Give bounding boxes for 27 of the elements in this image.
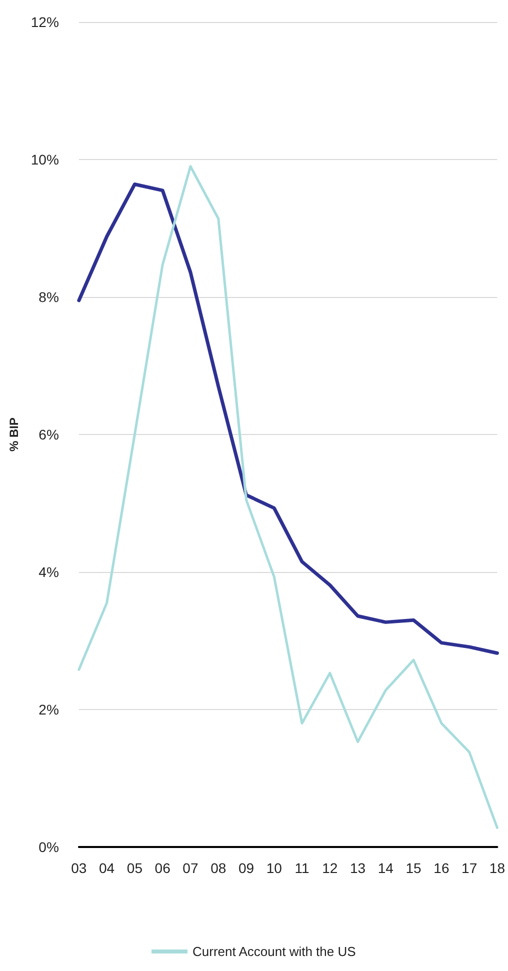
x-tick-label: 06	[154, 860, 171, 876]
x-tick-label: 05	[126, 860, 143, 876]
x-tick-label: 13	[350, 860, 366, 876]
y-tick-label: 6%	[38, 426, 59, 442]
x-tick-label: 14	[378, 860, 394, 876]
y-tick-label: 10%	[30, 152, 59, 168]
x-tick-label: 18	[489, 860, 506, 876]
line-series	[78, 165, 498, 829]
x-tick-label: 17	[462, 860, 478, 876]
line-series	[77, 182, 499, 655]
legend-label: Current Account with the US	[192, 944, 356, 959]
x-tick-label: 04	[99, 860, 115, 876]
x-tick-label: 10	[266, 860, 282, 876]
x-tick-label: 09	[238, 860, 254, 876]
x-tick-label: 08	[210, 860, 226, 876]
y-tick-label: 0%	[38, 839, 59, 855]
y-tick-label: 2%	[38, 702, 59, 718]
x-tick-label: 03	[71, 860, 87, 876]
x-tick-label: 16	[434, 860, 450, 876]
y-tick-label: 12%	[30, 14, 59, 30]
x-tick-label: 15	[406, 860, 422, 876]
y-axis-title: % BIP	[7, 417, 21, 452]
x-tick-label: 11	[294, 860, 310, 876]
x-tick-label: 12	[322, 860, 338, 876]
y-tick-label: 8%	[38, 289, 59, 305]
x-tick-label: 07	[182, 860, 198, 876]
y-tick-label: 4%	[38, 564, 59, 580]
